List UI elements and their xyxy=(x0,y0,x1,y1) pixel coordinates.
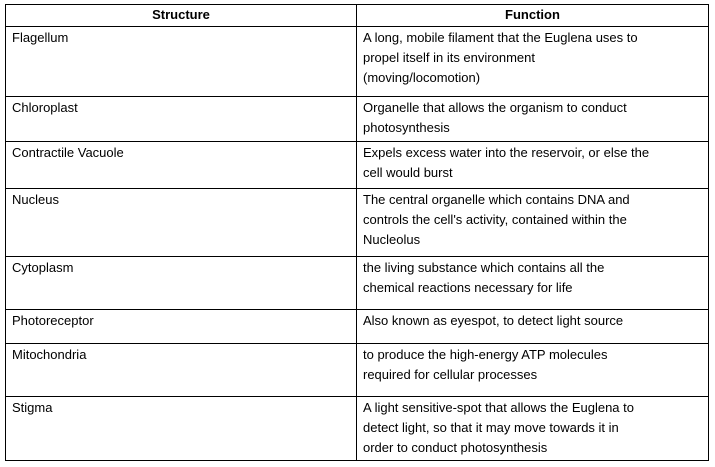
function-cell: A long, mobile filament that the Euglena… xyxy=(356,26,709,97)
function-text-line: chemical reactions necessary for life xyxy=(363,280,573,295)
function-cell: the living substance which contains all … xyxy=(356,256,709,310)
structure-cell: Contractile Vacuole xyxy=(5,141,357,189)
function-text-line: detect light, so that it may move toward… xyxy=(363,420,619,435)
function-text-line: controls the cell's activity, contained … xyxy=(363,212,627,227)
header-function: Function xyxy=(356,4,709,27)
table-row: Photoreceptor Also known as eyespot, to d… xyxy=(5,309,709,344)
function-cell: A light sensitive-spot that allows the E… xyxy=(356,396,709,461)
function-text-line: propel itself in its environment xyxy=(363,50,535,65)
table-row: Nucleus The central organelle which conta… xyxy=(5,188,709,257)
function-cell: The central organelle which contains DNA… xyxy=(356,188,709,257)
structure-function-table: Structure Function Flagellum A long, mobi… xyxy=(5,4,709,461)
header-row: Structure Function xyxy=(5,4,709,27)
structure-cell: Mitochondria xyxy=(5,343,357,397)
function-text-line: the living substance which contains all … xyxy=(363,260,605,275)
structure-cell: Flagellum xyxy=(5,26,357,97)
function-text-line: A long, mobile filament that the Euglena… xyxy=(363,30,638,45)
structure-cell: Chloroplast xyxy=(5,96,357,142)
table-row: Chloroplast Organelle that allows the org… xyxy=(5,96,709,142)
function-text-line: Expels excess water into the reservoir, … xyxy=(363,145,650,160)
function-text-line: A light sensitive-spot that allows the E… xyxy=(363,400,634,415)
function-cell: Expels excess water into the reservoir, … xyxy=(356,141,709,189)
function-text-line: to produce the high-energy ATP molecules xyxy=(363,347,608,362)
table-row: Contractile Vacuole Expels excess water i… xyxy=(5,141,709,189)
table-row: Stigma A light sensitive-spot that allows… xyxy=(5,396,709,461)
function-text-line: The central organelle which contains DNA… xyxy=(363,192,630,207)
function-text-line: Organelle that allows the organism to co… xyxy=(363,100,627,115)
function-text-line: Nucleolus xyxy=(363,232,421,247)
header-structure: Structure xyxy=(5,4,357,27)
table-row: Mitochondria to produce the high-energy A… xyxy=(5,343,709,397)
function-text-line: photosynthesis xyxy=(363,120,450,135)
function-text-line: required for cellular processes xyxy=(363,367,538,382)
structure-cell: Cytoplasm xyxy=(5,256,357,310)
table-row: Flagellum A long, mobile filament that th… xyxy=(5,26,709,97)
function-text-line: (moving/locomotion) xyxy=(363,70,481,85)
function-text-line: cell would burst xyxy=(363,165,453,180)
structure-cell: Photoreceptor xyxy=(5,309,357,344)
structure-cell: Stigma xyxy=(5,396,357,461)
function-text-line: order to conduct photosynthesis xyxy=(363,440,548,455)
function-text-line: Also known as eyespot, to detect light s… xyxy=(363,313,624,328)
table-row: Cytoplasm the living substance which cont… xyxy=(5,256,709,310)
structure-cell: Nucleus xyxy=(5,188,357,257)
function-cell: Organelle that allows the organism to co… xyxy=(356,96,709,142)
function-cell: to produce the high-energy ATP molecules… xyxy=(356,343,709,397)
function-cell: Also known as eyespot, to detect light s… xyxy=(356,309,709,344)
